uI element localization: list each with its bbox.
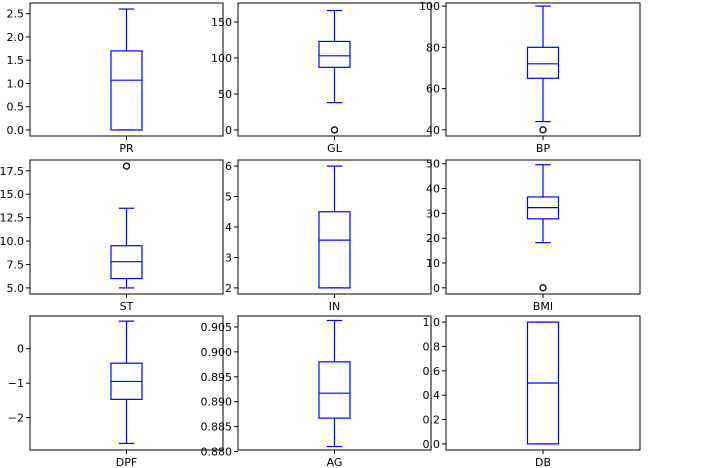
iqr-box — [318, 361, 351, 419]
y-tick-label: 0.0 — [7, 124, 25, 137]
y-tick-label: 30 — [426, 207, 440, 220]
y-tick-label: −1 — [8, 377, 24, 390]
y-tick-label: 150 — [211, 16, 232, 29]
y-tick-label: 2.0 — [7, 31, 25, 44]
y-tick-label: 0.895 — [201, 371, 233, 384]
y-tick-label: 1.5 — [7, 54, 25, 67]
iqr-box — [318, 40, 351, 68]
y-tick-label: 0.890 — [201, 396, 233, 409]
y-tick-label: 5.0 — [7, 282, 25, 295]
y-tick-label: 10 — [426, 257, 440, 270]
y-tick-label: 40 — [426, 183, 440, 196]
panel-db: 0.0 0.2 0.4 0.6 0.8 1.0 DB — [423, 315, 641, 468]
y-tick-label: 40 — [426, 124, 440, 137]
panel-pr: 0.0 0.5 1.0 1.5 2.0 2.5 PR — [7, 2, 224, 155]
y-tick-label: −2 — [8, 412, 24, 425]
y-tick-label: 0 — [17, 343, 24, 356]
panel-in: 2 3 4 5 6 IN — [225, 159, 432, 313]
y-tick-label: 0.5 — [7, 101, 25, 114]
y-tick-label: 0.8 — [423, 340, 441, 353]
x-tick-label: DPF — [116, 456, 137, 468]
panel-ag: 0.880 0.885 0.890 0.895 0.900 0.905 AG — [201, 315, 432, 468]
y-tick-label: 2.5 — [7, 8, 25, 21]
panel-bmi: 0 10 20 30 40 50 BMI — [426, 158, 641, 313]
y-tick-label: 6 — [225, 160, 232, 173]
iqr-box — [318, 211, 351, 289]
flier-point — [330, 126, 339, 134]
y-tick-label: 0.880 — [201, 445, 233, 458]
y-tick-label: 3 — [225, 251, 232, 264]
panel-dpf: −2 −1 0 DPF — [8, 315, 224, 468]
flier-point — [122, 162, 131, 170]
y-tick-label: 0.905 — [201, 321, 233, 334]
y-tick-label: 5 — [225, 191, 232, 204]
x-tick-label: DB — [535, 456, 551, 468]
y-tick-label: 7.5 — [7, 258, 25, 271]
y-tick-label: 100 — [211, 52, 232, 65]
y-tick-label: 0.0 — [423, 438, 441, 451]
x-tick-label: PR — [119, 142, 134, 155]
iqr-box — [526, 46, 560, 79]
y-tick-label: 50 — [218, 88, 232, 101]
x-tick-label: IN — [329, 300, 340, 313]
y-tick-label: 60 — [426, 83, 440, 96]
y-tick-label: 0.885 — [201, 421, 233, 434]
y-tick-label: 100 — [419, 0, 440, 13]
iqr-box — [110, 50, 143, 131]
y-tick-label: 50 — [426, 158, 440, 171]
x-tick-label: BMI — [533, 300, 553, 313]
y-tick-label: 0.4 — [423, 389, 441, 402]
y-tick-label: 0.2 — [423, 414, 441, 427]
y-tick-label: 20 — [426, 232, 440, 245]
panel-gl: 0 50 100 150 GL — [211, 2, 432, 155]
y-tick-label: 15.0 — [0, 188, 24, 201]
y-tick-label: 1.0 — [423, 316, 441, 329]
x-tick-label: GL — [327, 142, 343, 155]
panel-bp: 40 60 80 100 BP — [419, 0, 641, 155]
flier-point — [539, 284, 547, 292]
y-tick-label: 1.0 — [7, 77, 25, 90]
flier-point — [539, 126, 547, 134]
x-tick-label: AG — [327, 456, 343, 468]
y-tick-label: 0 — [433, 282, 440, 295]
x-tick-label: ST — [120, 300, 134, 313]
y-tick-label: 0 — [225, 124, 232, 137]
y-tick-label: 17.5 — [0, 165, 24, 178]
y-tick-label: 12.5 — [0, 212, 24, 225]
y-tick-label: 2 — [225, 282, 232, 295]
panel-st: 5.0 7.5 10.0 12.5 15.0 17.5 ST — [0, 159, 224, 313]
y-tick-label: 0.900 — [201, 346, 233, 359]
y-tick-label: 10.0 — [0, 235, 24, 248]
y-tick-label: 4 — [225, 221, 232, 234]
y-tick-label: 80 — [426, 41, 440, 54]
x-tick-label: BP — [536, 142, 551, 155]
y-tick-label: 0.6 — [423, 365, 441, 378]
